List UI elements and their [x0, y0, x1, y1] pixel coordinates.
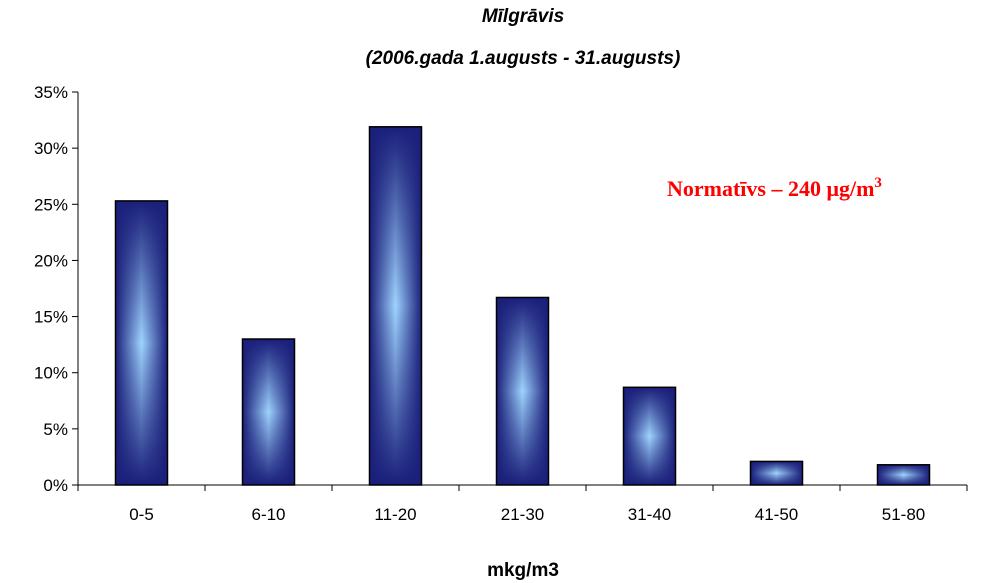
y-axis-ticks: 0% 5% 10% 15% 20% 25% 30% 35%: [34, 83, 78, 495]
x-tick-label: 0-5: [129, 505, 154, 524]
annotation-superscript: 3: [874, 175, 882, 191]
bar-shade: [495, 296, 550, 486]
x-axis-ticks: 0-5 6-10 11-20 21-30 31-40 41-50 51-80: [77, 485, 968, 524]
x-tick-label: 41-50: [755, 505, 798, 524]
bar-31-40: [622, 386, 677, 486]
bar-41-50: [749, 460, 804, 486]
bar-6-10: [241, 338, 296, 486]
bar-21-30: [495, 296, 550, 486]
chart-title: Mīlgrāvis: [482, 6, 564, 27]
annotation-main-text: Normatīvs – 240 μg/m: [667, 176, 874, 201]
bar-shade: [749, 460, 804, 486]
bar-shade: [622, 386, 677, 486]
bar-0-5: [114, 200, 169, 486]
bar-11-20: [368, 126, 423, 486]
y-tick-label: 0%: [43, 476, 68, 495]
bar-51-80: [876, 464, 931, 486]
y-tick-label: 30%: [34, 139, 68, 158]
y-tick-label: 10%: [34, 364, 68, 383]
x-tick-label: 6-10: [251, 505, 285, 524]
y-tick-label: 25%: [34, 195, 68, 214]
y-tick-label: 15%: [34, 308, 68, 327]
x-axis-label: mkg/m3: [487, 560, 559, 581]
bar-shade: [876, 464, 931, 486]
x-tick-label: 11-20: [374, 505, 416, 524]
bars: [114, 126, 931, 486]
bar-shade: [114, 200, 169, 486]
normative-annotation: Normatīvs – 240 μg/m3: [667, 175, 882, 201]
y-tick-label: 20%: [34, 251, 68, 270]
bar-shade: [241, 338, 296, 486]
x-tick-label: 51-80: [882, 505, 925, 524]
x-tick-label: 31-40: [628, 505, 671, 524]
x-tick-label: 21-30: [501, 505, 544, 524]
bar-shade: [368, 126, 423, 486]
y-tick-label: 35%: [34, 83, 68, 102]
y-tick-label: 5%: [43, 420, 68, 439]
chart-subtitle: (2006.gada 1.augusts - 31.augusts): [366, 48, 681, 69]
